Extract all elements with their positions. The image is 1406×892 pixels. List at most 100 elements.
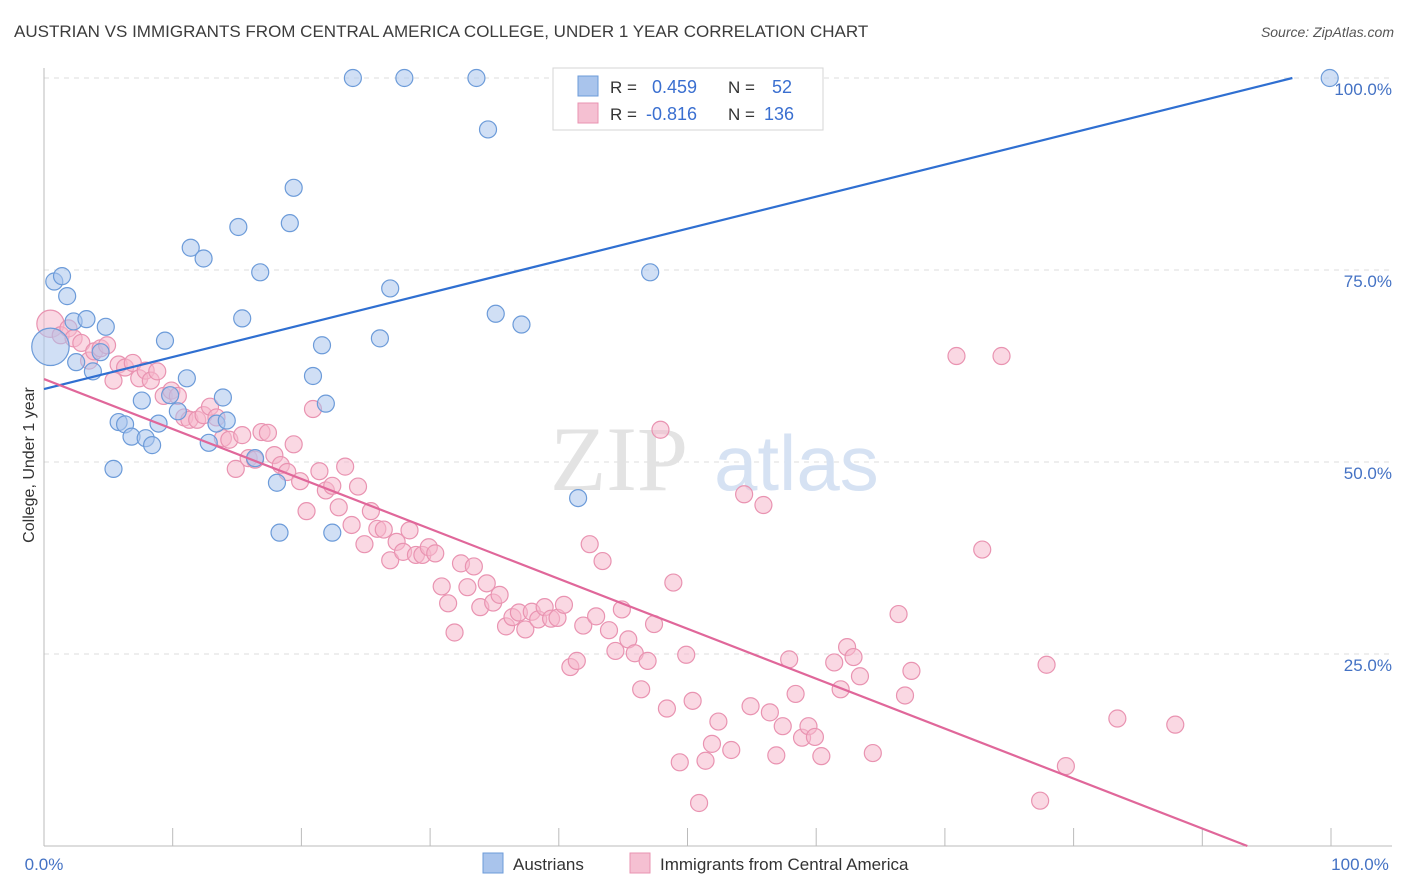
- legend-r-value-1: 0.459: [652, 77, 697, 97]
- austrians-point: [31, 327, 70, 367]
- austrians-point: [143, 436, 162, 455]
- austrians-point: [52, 267, 72, 286]
- zipatlas-watermark: ZIP atlas: [550, 408, 879, 510]
- immigrants-point: [1056, 757, 1075, 776]
- immigrants-point: [735, 485, 754, 504]
- austrians-point: [251, 263, 270, 282]
- legend-n-value-2: 136: [764, 104, 794, 124]
- immigrants-point: [432, 577, 451, 596]
- austrians-point: [267, 473, 287, 492]
- austrians-point: [381, 279, 400, 298]
- immigrants-point: [477, 574, 496, 593]
- immigrants-point: [889, 604, 908, 624]
- austrians-point: [323, 523, 342, 542]
- immigrants-point: [902, 661, 921, 680]
- austrians-point: [1320, 68, 1339, 88]
- austrians-point: [213, 388, 232, 407]
- austrians-point: [217, 411, 236, 430]
- immigrants-point: [233, 426, 252, 445]
- immigrants-point: [805, 727, 825, 747]
- chart-title: AUSTRIAN VS IMMIGRANTS FROM CENTRAL AMER…: [14, 22, 869, 41]
- axes: [43, 68, 1392, 847]
- immigrants-point: [464, 557, 483, 576]
- austrians-point: [77, 310, 96, 329]
- source-label: Source: ZipAtlas.com: [1260, 24, 1394, 40]
- austrians-point: [270, 523, 289, 542]
- immigrants-point: [677, 645, 696, 664]
- immigrants-point: [773, 717, 792, 736]
- immigrants-point: [554, 595, 574, 614]
- immigrants-point: [664, 573, 683, 592]
- immigrants-point: [992, 346, 1011, 366]
- austrians-point: [467, 68, 486, 88]
- austrians-point: [303, 366, 323, 386]
- immigrants-point: [374, 520, 393, 539]
- immigrants-point: [439, 594, 458, 613]
- y-tick-label-25: 25.0%: [1344, 656, 1392, 675]
- series-immigrants-points: [36, 309, 1185, 813]
- austrians-point: [233, 309, 252, 328]
- immigrants-point: [574, 616, 593, 635]
- immigrants-point: [1037, 655, 1056, 674]
- immigrants-point: [670, 753, 689, 772]
- immigrants-point: [336, 457, 355, 476]
- austrians-point: [132, 391, 151, 410]
- austrians-point: [569, 488, 588, 508]
- immigrants-point: [400, 521, 419, 540]
- x-tick-marks: [172, 828, 1332, 846]
- immigrants-point: [284, 435, 303, 454]
- immigrants-point: [812, 747, 831, 766]
- legend-r-label-2: R =: [610, 105, 637, 124]
- austrians-point: [280, 214, 299, 233]
- austrians-point: [91, 343, 110, 362]
- legend-swatch-austrians: [577, 75, 599, 97]
- legend-bottom-immigrants: Immigrants from Central America: [660, 855, 909, 874]
- immigrants-point: [850, 667, 870, 686]
- correlation-legend: R = 0.459 N = 52 R = -0.816 N = 136: [552, 67, 824, 131]
- legend-bottom-austrians: Austrians: [513, 855, 584, 874]
- immigrants-point: [580, 535, 599, 554]
- immigrants-trendline: [43, 378, 1248, 848]
- immigrants-point: [516, 620, 535, 639]
- austrians-point: [177, 369, 196, 388]
- immigrants-point: [683, 691, 702, 710]
- immigrants-point: [632, 680, 651, 699]
- austrians-point: [284, 178, 303, 197]
- immigrants-point: [342, 515, 361, 535]
- immigrants-point: [355, 535, 374, 554]
- y-axis-label: College, Under 1 year: [21, 387, 38, 543]
- immigrants-point: [258, 423, 278, 442]
- austrians-point: [161, 386, 180, 405]
- legend-n-value-1: 52: [772, 77, 792, 97]
- austrians-point: [155, 331, 175, 350]
- immigrants-point: [599, 621, 619, 640]
- immigrants-point: [381, 551, 400, 570]
- immigrants-point: [567, 651, 586, 671]
- immigrants-point: [72, 333, 91, 353]
- grid-lines: [44, 77, 1392, 655]
- legend-r-label-1: R =: [610, 78, 637, 97]
- immigrants-point: [947, 346, 966, 366]
- austrians-point: [395, 68, 414, 88]
- immigrants-point: [689, 793, 709, 813]
- austrians-point: [168, 402, 187, 421]
- austrians-point: [316, 394, 335, 413]
- austrians-point: [194, 249, 213, 268]
- immigrants-point: [329, 498, 348, 517]
- y-tick-label-75: 75.0%: [1344, 272, 1392, 291]
- immigrants-point: [844, 647, 863, 667]
- legend-swatch-immigrants: [577, 102, 599, 124]
- immigrants-point: [310, 462, 329, 481]
- immigrants-point: [696, 751, 715, 770]
- legend-n-label-1: N =: [728, 78, 755, 97]
- immigrants-point: [606, 641, 625, 661]
- immigrants-point: [973, 540, 992, 559]
- austrians-point: [641, 263, 660, 282]
- immigrants-point: [426, 544, 445, 563]
- immigrants-point: [638, 651, 657, 671]
- immigrants-point: [297, 502, 316, 521]
- austrians-point: [67, 353, 86, 372]
- y-tick-label-100: 100.0%: [1334, 80, 1392, 99]
- austrians-point: [312, 336, 332, 355]
